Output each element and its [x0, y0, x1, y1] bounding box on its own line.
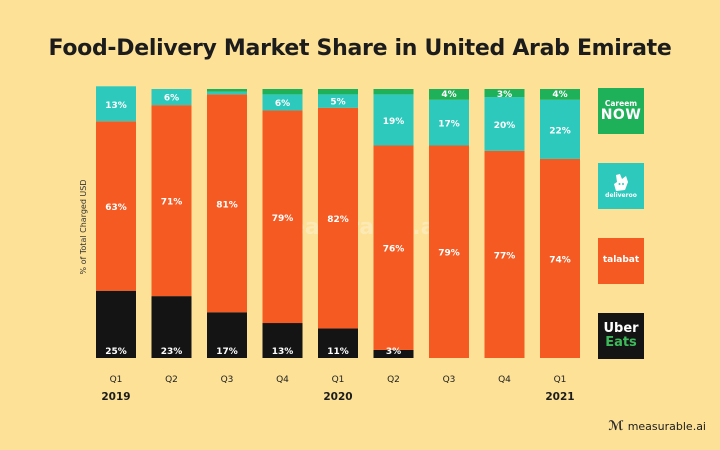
brand-logo: ℳ measurable.ai — [608, 419, 706, 434]
bar-segment-deliveroo — [151, 89, 192, 106]
legend-talabat-logo: talabat — [598, 238, 644, 284]
data-label-deliveroo: 5% — [330, 98, 345, 108]
legend-deliveroo-logo: deliveroo — [598, 163, 644, 209]
data-label-deliveroo: 6% — [164, 94, 179, 104]
data-label-deliveroo: 22% — [549, 126, 571, 136]
bar-segment-deliveroo — [96, 86, 136, 122]
data-label-deliveroo: 6% — [275, 99, 290, 109]
x-tick-label: Q4 — [276, 375, 289, 385]
data-label-careem: 4% — [552, 90, 567, 100]
data-label-careem: 4% — [441, 90, 456, 100]
legend-careem-now-logo: Careem NOW — [598, 88, 644, 134]
data-label-uber: 17% — [216, 347, 238, 357]
bar-segment-deliveroo — [373, 94, 414, 146]
data-label-careem: 3% — [497, 90, 512, 100]
legend-talabat-label: talabat — [602, 255, 640, 266]
bar-segment-talabat — [207, 94, 247, 313]
x-year-label: 2019 — [101, 391, 130, 403]
x-tick-label: Q3 — [221, 375, 234, 385]
data-label-deliveroo: 13% — [105, 101, 127, 111]
bar-segment-talabat — [318, 107, 358, 329]
bar-segment-uber — [151, 296, 192, 358]
bar-segment-deliveroo — [484, 97, 525, 151]
legend-uber-label: Uber — [603, 321, 639, 337]
x-tick-label: Q2 — [165, 375, 178, 385]
data-label-uber: 25% — [105, 347, 127, 357]
bar-segment-deliveroo — [540, 99, 580, 159]
x-tick-label: Q2 — [387, 375, 400, 385]
data-label-uber: 11% — [327, 347, 349, 357]
x-tick-label: Q4 — [498, 375, 511, 385]
data-label-uber: 23% — [161, 347, 183, 357]
legend-now-label: NOW — [600, 106, 642, 123]
bar-segment-deliveroo — [429, 99, 469, 146]
brand-mark-icon: ℳ — [608, 419, 624, 434]
bar-segment-talabat — [373, 145, 414, 350]
bar-segment-careem — [318, 89, 358, 95]
legend-careem-label: Careem — [604, 98, 638, 108]
chart-title: Food-Delivery Market Share in United Ara… — [48, 36, 672, 61]
labels-layer: 25% 63% 13% 23% 71% 6% 17% 81% 13% 79% 6% 11% 82% 5% 3… — [105, 90, 571, 357]
x-year-label: 2021 — [545, 391, 574, 403]
data-label-talabat: 74% — [549, 255, 571, 265]
x-year-label: 2020 — [323, 391, 352, 403]
bar-segment-careem — [207, 89, 247, 92]
bar-segment-uber — [373, 349, 414, 358]
legend-uber-eats-logo: Uber Eats — [598, 313, 644, 359]
bar-segment-talabat — [96, 121, 136, 291]
data-label-talabat: 77% — [494, 251, 516, 261]
data-label-deliveroo: 19% — [383, 117, 405, 127]
bar-segment-talabat — [540, 158, 580, 358]
data-label-talabat: 82% — [327, 215, 349, 225]
bar-segment-uber — [96, 290, 136, 358]
data-label-deliveroo: 17% — [438, 120, 460, 130]
bars-layer — [96, 86, 580, 358]
x-tick-label: Q3 — [443, 375, 456, 385]
bar-segment-talabat — [151, 105, 192, 297]
brand-name: measurable.ai — [627, 420, 706, 433]
data-label-talabat: 63% — [105, 203, 127, 213]
bar-segment-uber — [207, 312, 247, 358]
legend-deliveroo-label: deliveroo — [605, 191, 637, 199]
data-label-uber: 13% — [272, 347, 294, 357]
bar-segment-careem — [373, 89, 414, 95]
data-label-deliveroo: 20% — [494, 121, 516, 131]
bar-segment-talabat — [429, 145, 469, 358]
x-tick-label: Q1 — [110, 375, 123, 385]
data-label-talabat: 71% — [161, 198, 183, 208]
y-axis-label: % of Total Charged USD — [79, 179, 88, 274]
bar-segment-talabat — [262, 110, 303, 324]
data-label-uber: 3% — [386, 347, 401, 357]
bar-segment-deliveroo — [207, 91, 247, 95]
bar-segment-deliveroo — [262, 94, 303, 111]
deliveroo-kangaroo-icon — [614, 173, 628, 191]
bar-segment-careem — [540, 89, 580, 100]
bar-segment-talabat — [484, 150, 525, 358]
legend-eats-label: Eats — [605, 335, 637, 350]
x-axis: Q1 Q2 Q3 Q4 Q1 Q2 Q3 Q4 Q1 2019 2020 2021 — [101, 375, 574, 403]
x-tick-label: Q1 — [332, 375, 345, 385]
bar-segment-deliveroo — [318, 94, 358, 108]
data-label-talabat: 81% — [216, 200, 238, 210]
bar-segment-careem — [429, 89, 469, 100]
bar-segment-careem — [262, 89, 303, 95]
data-label-talabat: 76% — [383, 245, 405, 255]
x-tick-label: Q1 — [554, 375, 567, 385]
data-label-talabat: 79% — [272, 214, 294, 224]
bar-segment-uber — [318, 328, 358, 358]
bar-segment-careem — [484, 89, 525, 98]
data-label-talabat: 79% — [438, 249, 460, 259]
bar-segment-uber — [262, 323, 303, 358]
